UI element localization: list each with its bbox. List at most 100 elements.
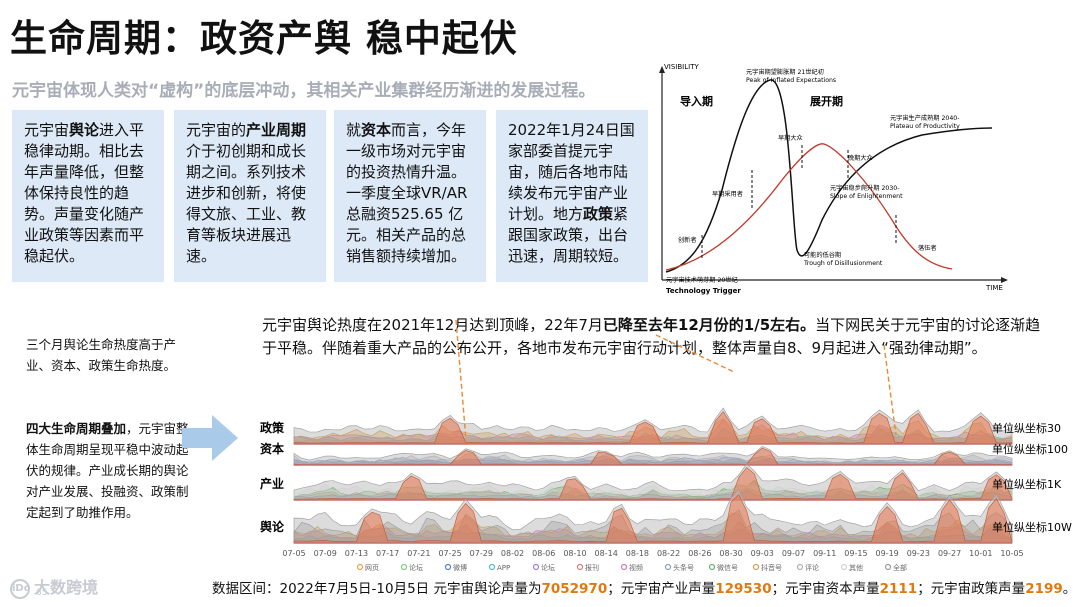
page-title: 生命周期：政资产舆 稳中起伏 [10, 17, 518, 60]
x-tick-7: 08-02 [501, 549, 524, 558]
x-tick-8: 08-06 [532, 549, 555, 558]
legend-marker-0 [356, 563, 364, 571]
trough-label: 可能的低谷期 [804, 251, 841, 259]
panel-unit-0: 单位纵坐标30 [992, 421, 1061, 435]
legend-label-10: 评论 [805, 563, 819, 572]
trigger-label: 元宇宙技术萌芽期 20世纪 [666, 276, 738, 284]
slope-label-en: Slope of Enlightenment [830, 193, 903, 200]
legend-marker-1 [400, 563, 408, 571]
side-text-2: 四大生命周期叠加，元宇宙整体生命周期呈现平稳中波动起伏的规律。产业成长期的舆论对… [26, 421, 189, 520]
x-tick-15: 09-03 [751, 549, 774, 558]
x-tick-3: 07-17 [376, 549, 399, 558]
x-tick-6: 07-29 [470, 549, 493, 558]
card-opinion: 元宇宙舆论进入平稳律动期。相比去年声量降低，但整体保持良性的趋势。声量变化随产业… [12, 110, 164, 282]
chart-summary: 元宇宙舆论热度在2021年12月达到顶峰，22年7月已降至去年12月份的1/5左… [262, 316, 1041, 357]
legend-marker-7 [664, 563, 672, 571]
hype-cycle-diagram: VISIBILITY TIME 导入期 展开期 元宇宙期望膨胀期 21世纪初 P… [659, 63, 1008, 295]
legend-label-5: 报刊 [585, 563, 599, 572]
x-tick-20: 09-23 [907, 549, 930, 558]
panel-label-3: 舆论 [260, 519, 285, 534]
legend-label-11: 其他 [849, 563, 863, 572]
policy-volume: 2199 [1025, 581, 1063, 597]
legend-label-9: 抖音号 [761, 563, 782, 572]
x-tick-11: 08-18 [626, 549, 649, 558]
early-majority-label: 早期大众 [778, 134, 803, 142]
x-tick-23: 10-05 [1000, 549, 1023, 558]
x-tick-0: 07-05 [282, 549, 305, 558]
legend-label-4: 论坛 [541, 563, 555, 572]
legend-marker-6 [620, 563, 628, 571]
x-tick-2: 07-13 [345, 549, 368, 558]
phase-intro: 导入期 [680, 94, 713, 108]
card-capital: 就资本而言，今年一级市场对元宇宙的投资热情升温。一季度全球VR/AR总融资525… [334, 110, 486, 282]
legend-label-0: 网页 [365, 564, 379, 572]
legend-marker-4 [532, 563, 540, 571]
legend-marker-3 [488, 563, 496, 571]
series-highlight-3 [293, 494, 1013, 544]
trough-label-en: Trough of Disillusionment [803, 260, 883, 267]
innovators-label: 创新者 [678, 236, 697, 244]
panel-label-0: 政策 [260, 420, 285, 435]
legend-marker-12 [884, 563, 892, 571]
x-tick-17: 09-11 [813, 549, 836, 558]
card-industry: 元宇宙的产业周期介于初创期和成长期之间。系列技术进步和创新，将使得文旅、工业、教… [174, 110, 326, 282]
series-total-0 [293, 407, 1013, 445]
legend-marker-8 [708, 563, 716, 571]
legend-marker-11 [840, 563, 848, 571]
legend-marker-2 [444, 563, 452, 571]
industry-volume: 129530 [715, 581, 772, 597]
x-tick-16: 09-07 [782, 549, 805, 558]
x-tick-1: 07-09 [314, 549, 337, 558]
panel-unit-1: 单位纵坐标100 [992, 442, 1068, 456]
legend-label-1: 论坛 [409, 563, 423, 572]
annotation-line-2 [883, 344, 897, 436]
legend-marker-10 [796, 563, 804, 571]
x-tick-14: 08-30 [719, 549, 742, 558]
laggards-label: 落伍者 [918, 244, 937, 252]
x-tick-12: 08-22 [657, 549, 680, 558]
opinion-volume: 7052970 [541, 581, 608, 597]
right-arrow-icon [182, 415, 238, 461]
x-tick-22: 10-01 [969, 549, 992, 558]
plateau-label-en: Plateau of Productivity [890, 123, 960, 130]
peak-label-en: Peak of Inflated Expectations [746, 77, 836, 84]
x-tick-4: 07-21 [407, 549, 430, 558]
legend-marker-5 [576, 563, 584, 571]
x-tick-10: 08-14 [595, 549, 618, 558]
legend-label-2: 微博 [453, 563, 467, 572]
legend-label-6: 视频 [629, 563, 643, 572]
late-majority-label: 晚期大众 [848, 154, 873, 162]
card-policy: 2022年1月24日国家部委首提元宇宙，随后各地市陆续发布元宇宙产业计划。地方政… [496, 110, 648, 282]
x-tick-19: 09-19 [876, 549, 899, 558]
early-adopters-label: 早期采用者 [712, 190, 743, 198]
legend-label-7: 头条号 [673, 563, 694, 572]
side-text-1: 三个月舆论生命热度高于产业、资本、政策生命热度。 [26, 337, 177, 373]
legend-marker-9 [752, 563, 760, 571]
panel-label-1: 资本 [260, 441, 284, 456]
page-number: 65 [36, 588, 48, 598]
annotation-line-0 [455, 319, 467, 441]
legend-label-8: 微信号 [717, 563, 738, 572]
trigger-label-en: Technology Trigger [666, 287, 741, 295]
slope-label: 元宇宙稳步爬升期 2030- [830, 184, 899, 192]
panel-label-2: 产业 [260, 476, 284, 491]
data-range-footer: 数据区间：2022年7月5日-10月5日 元宇宙舆论声量为7052970；元宇宙… [212, 581, 1077, 597]
x-tick-21: 09-27 [938, 549, 961, 558]
series-highlight-2 [293, 467, 1013, 501]
panel-unit-2: 单位纵坐标1K [992, 477, 1062, 491]
panel-unit-3: 单位纵坐标10W [992, 520, 1072, 534]
plateau-label: 元宇宙生产成熟期 2040- [890, 114, 959, 122]
axis-time: TIME [985, 284, 1003, 292]
legend-label-12: 全部 [893, 563, 907, 572]
page-subtitle: 元宇宙体现人类对“虚构”的底层冲动，其相关产业集群经历渐进的发展过程。 [12, 81, 596, 101]
x-tick-18: 09-15 [844, 549, 867, 558]
brand-logo: iDo 大数跨境 [10, 578, 99, 599]
legend-label-3: APP [497, 564, 510, 572]
axis-visibility: VISIBILITY [664, 63, 699, 71]
phase-expand: 展开期 [809, 94, 843, 108]
x-tick-9: 08-10 [563, 549, 586, 558]
series-highlight-0 [293, 411, 1013, 445]
peak-label: 元宇宙期望膨胀期 21世纪初 [746, 68, 824, 76]
voice-volume-chart: 政策 单位纵坐标30 资本 单位纵坐标100 产业 单位纵坐标1K 舆论 单位纵坐标10W 07… [260, 319, 1072, 572]
x-tick-13: 08-26 [688, 549, 711, 558]
